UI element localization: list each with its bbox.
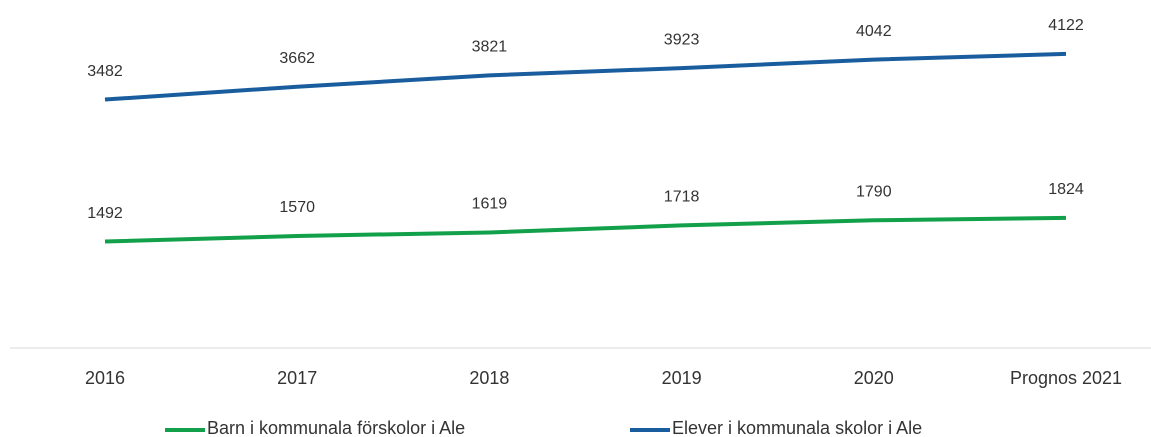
legend-label: Elever i kommunala skolor i Ale [672, 418, 922, 437]
data-label: 3923 [664, 31, 700, 48]
x-tick-label: 2016 [85, 368, 125, 388]
data-label: 1619 [472, 196, 508, 213]
data-label: 1824 [1048, 181, 1084, 198]
data-label: 3821 [472, 39, 508, 56]
data-label: 1492 [87, 205, 123, 222]
data-label: 1790 [856, 183, 892, 200]
x-tick-label: 2018 [469, 368, 509, 388]
x-tick-label: 2019 [662, 368, 702, 388]
data-label: 4042 [856, 23, 892, 40]
x-tick-label: 2020 [854, 368, 894, 388]
data-label: 1570 [279, 199, 315, 216]
data-label: 3662 [279, 50, 315, 67]
x-tick-label: Prognos 2021 [1010, 368, 1122, 388]
data-label: 1718 [664, 189, 700, 206]
data-label: 3482 [87, 63, 123, 80]
series-line [104, 215, 1067, 244]
legend-label: Barn i kommunala förskolor i Ale [207, 418, 465, 437]
x-tick-label: 2017 [277, 368, 317, 388]
data-label: 4122 [1048, 17, 1084, 34]
series-line [104, 51, 1067, 102]
